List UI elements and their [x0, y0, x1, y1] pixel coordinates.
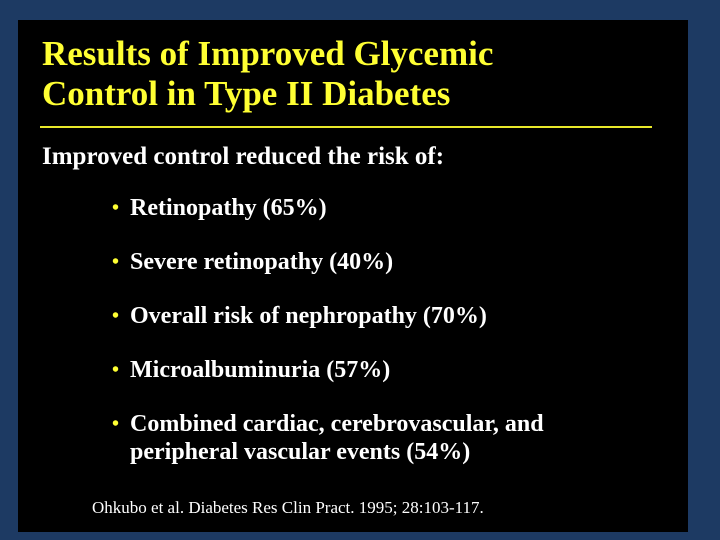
- bullet-icon: •: [112, 413, 120, 435]
- slide: Results of Improved Glycemic Control in …: [18, 20, 688, 532]
- slide-title: Results of Improved Glycemic Control in …: [42, 34, 493, 114]
- bullet-text-line-2: peripheral vascular events (54%): [130, 439, 471, 465]
- bullet-list: • Retinopathy (65%) • Severe retinopathy…: [112, 194, 544, 466]
- bullet-item-vascular-events: • Combined cardiac, cerebrovascular, and…: [112, 410, 544, 466]
- bullet-item-retinopathy: • Retinopathy (65%): [112, 194, 544, 222]
- bullet-item-severe-retinopathy: • Severe retinopathy (40%): [112, 248, 544, 276]
- bullet-text: Severe retinopathy (40%): [130, 249, 394, 275]
- slide-title-line-1: Results of Improved Glycemic: [42, 34, 494, 73]
- bullet-icon: •: [112, 359, 120, 381]
- lead-text: Improved control reduced the risk of:: [42, 143, 445, 170]
- bullet-icon: •: [112, 305, 120, 327]
- bullet-icon: •: [112, 251, 120, 273]
- bullet-icon: •: [112, 197, 120, 219]
- slide-title-line-2: Control in Type II Diabetes: [42, 74, 451, 113]
- bullet-item-nephropathy: • Overall risk of nephropathy (70%): [112, 302, 544, 330]
- citation: Ohkubo et al. Diabetes Res Clin Pract. 1…: [92, 498, 484, 517]
- bullet-text: Retinopathy (65%): [130, 195, 327, 221]
- bullet-text: Overall risk of nephropathy (70%): [130, 303, 487, 329]
- bullet-text-line-1: Combined cardiac, cerebrovascular, and: [130, 411, 544, 437]
- title-divider: [40, 126, 652, 128]
- bullet-text: Microalbuminuria (57%): [130, 357, 391, 383]
- bullet-item-microalbuminuria: • Microalbuminuria (57%): [112, 356, 544, 384]
